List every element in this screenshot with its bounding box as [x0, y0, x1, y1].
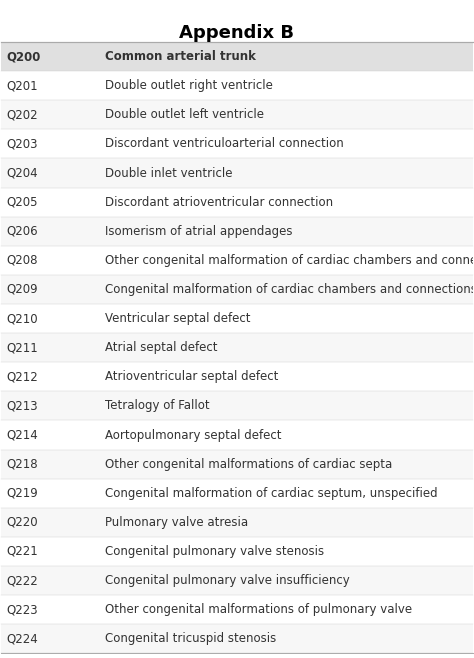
Bar	[1, 333, 473, 363]
Bar	[1, 100, 473, 130]
Text: Congenital pulmonary valve insufficiency: Congenital pulmonary valve insufficiency	[105, 574, 350, 587]
Text: Other congenital malformations of pulmonary valve: Other congenital malformations of pulmon…	[105, 603, 412, 616]
Text: Congenital malformation of cardiac septum, unspecified: Congenital malformation of cardiac septu…	[105, 487, 438, 499]
Text: Aortopulmonary septal defect: Aortopulmonary septal defect	[105, 428, 282, 442]
Text: Q210: Q210	[6, 312, 38, 325]
Text: Q224: Q224	[6, 632, 38, 645]
Text: Q213: Q213	[6, 399, 38, 413]
Text: Double outlet right ventricle: Double outlet right ventricle	[105, 79, 273, 92]
Text: Congenital tricuspid stenosis: Congenital tricuspid stenosis	[105, 632, 276, 645]
Bar	[1, 508, 473, 537]
Text: Q219: Q219	[6, 487, 38, 499]
Text: Pulmonary valve atresia: Pulmonary valve atresia	[105, 516, 248, 529]
Bar	[1, 624, 473, 653]
Text: Discordant ventriculoarterial connection: Discordant ventriculoarterial connection	[105, 138, 344, 151]
Bar	[1, 42, 473, 71]
Text: Q214: Q214	[6, 428, 38, 442]
Text: Tetralogy of Fallot: Tetralogy of Fallot	[105, 399, 210, 413]
Text: Q202: Q202	[6, 109, 38, 121]
Text: Q221: Q221	[6, 545, 38, 558]
Text: Congenital pulmonary valve stenosis: Congenital pulmonary valve stenosis	[105, 545, 324, 558]
Text: Q211: Q211	[6, 342, 38, 354]
Text: Q206: Q206	[6, 225, 38, 238]
Text: Q209: Q209	[6, 283, 38, 296]
Text: Q223: Q223	[6, 603, 38, 616]
Bar	[1, 159, 473, 188]
Text: Q212: Q212	[6, 370, 38, 383]
Text: Q201: Q201	[6, 79, 38, 92]
Text: Common arterial trunk: Common arterial trunk	[105, 50, 256, 63]
Bar	[1, 449, 473, 478]
Text: Isomerism of atrial appendages: Isomerism of atrial appendages	[105, 225, 292, 238]
Text: Discordant atrioventricular connection: Discordant atrioventricular connection	[105, 195, 333, 209]
Text: Q200: Q200	[6, 50, 40, 63]
Text: Double outlet left ventricle: Double outlet left ventricle	[105, 109, 264, 121]
Text: Q205: Q205	[6, 195, 37, 209]
Text: Q220: Q220	[6, 516, 38, 529]
Text: Other congenital malformation of cardiac chambers and connections: Other congenital malformation of cardiac…	[105, 254, 474, 267]
Text: Atrial septal defect: Atrial septal defect	[105, 342, 218, 354]
Text: Q208: Q208	[6, 254, 37, 267]
Text: Q218: Q218	[6, 457, 38, 470]
Bar	[1, 216, 473, 246]
Text: Ventricular septal defect: Ventricular septal defect	[105, 312, 251, 325]
Text: Atrioventricular septal defect: Atrioventricular septal defect	[105, 370, 278, 383]
Text: Q222: Q222	[6, 574, 38, 587]
Text: Appendix B: Appendix B	[180, 24, 294, 42]
Bar	[1, 392, 473, 420]
Text: Q203: Q203	[6, 138, 37, 151]
Text: Q204: Q204	[6, 166, 38, 180]
Bar	[1, 275, 473, 304]
Text: Other congenital malformations of cardiac septa: Other congenital malformations of cardia…	[105, 457, 392, 470]
Text: Congenital malformation of cardiac chambers and connections, unspecified: Congenital malformation of cardiac chamb…	[105, 283, 474, 296]
Text: Double inlet ventricle: Double inlet ventricle	[105, 166, 233, 180]
Bar	[1, 566, 473, 595]
